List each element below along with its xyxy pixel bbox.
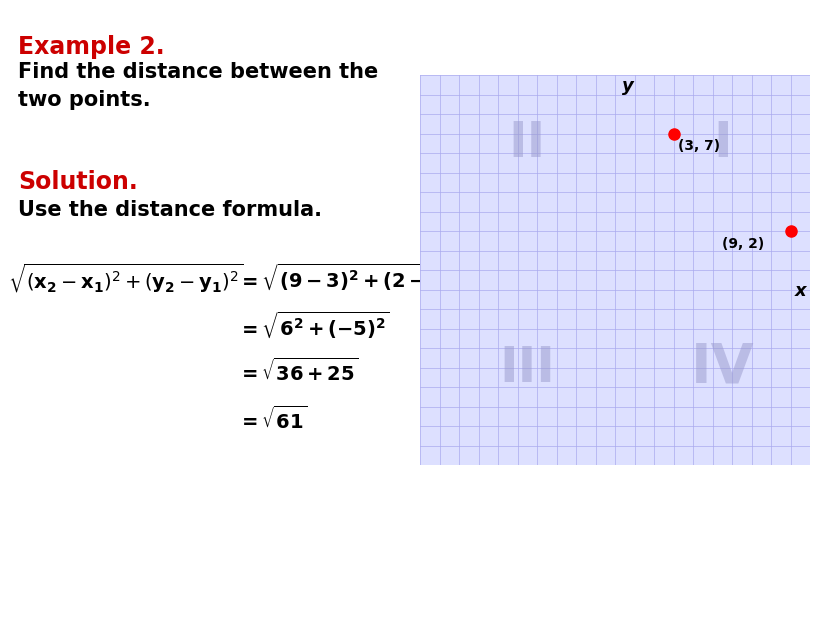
Text: $\mathbf{=\sqrt{6^2+(-5)^2}}$: $\mathbf{=\sqrt{6^2+(-5)^2}}$ [238, 310, 390, 341]
Text: Example 2.: Example 2. [18, 35, 165, 59]
Text: Use the distance formula.: Use the distance formula. [18, 200, 322, 220]
Text: (9, 2): (9, 2) [723, 237, 765, 251]
Text: $\mathbf{=\sqrt{36+25}}$: $\mathbf{=\sqrt{36+25}}$ [238, 358, 358, 385]
Text: Find the distance between the: Find the distance between the [18, 62, 378, 82]
Text: $\mathbf{=\sqrt{61}}$: $\mathbf{=\sqrt{61}}$ [238, 406, 307, 433]
Text: $\sqrt{(\mathbf{x_2}-\mathbf{x_1})^2+(\mathbf{y_2}-\mathbf{y_1})^2}$: $\sqrt{(\mathbf{x_2}-\mathbf{x_1})^2+(\m… [8, 262, 243, 295]
Text: y: y [622, 77, 634, 95]
Text: x: x [794, 282, 806, 300]
Text: II: II [508, 119, 545, 167]
Text: III: III [499, 344, 555, 391]
Text: two points.: two points. [18, 90, 151, 110]
Text: $\mathbf{=\sqrt{(9-3)^2+(2-7)^2}}$: $\mathbf{=\sqrt{(9-3)^2+(2-7)^2}}$ [238, 262, 466, 294]
Text: (3, 7): (3, 7) [678, 139, 720, 153]
Text: IV: IV [691, 341, 754, 394]
Text: Solution.: Solution. [18, 170, 138, 194]
Text: I: I [713, 119, 732, 167]
